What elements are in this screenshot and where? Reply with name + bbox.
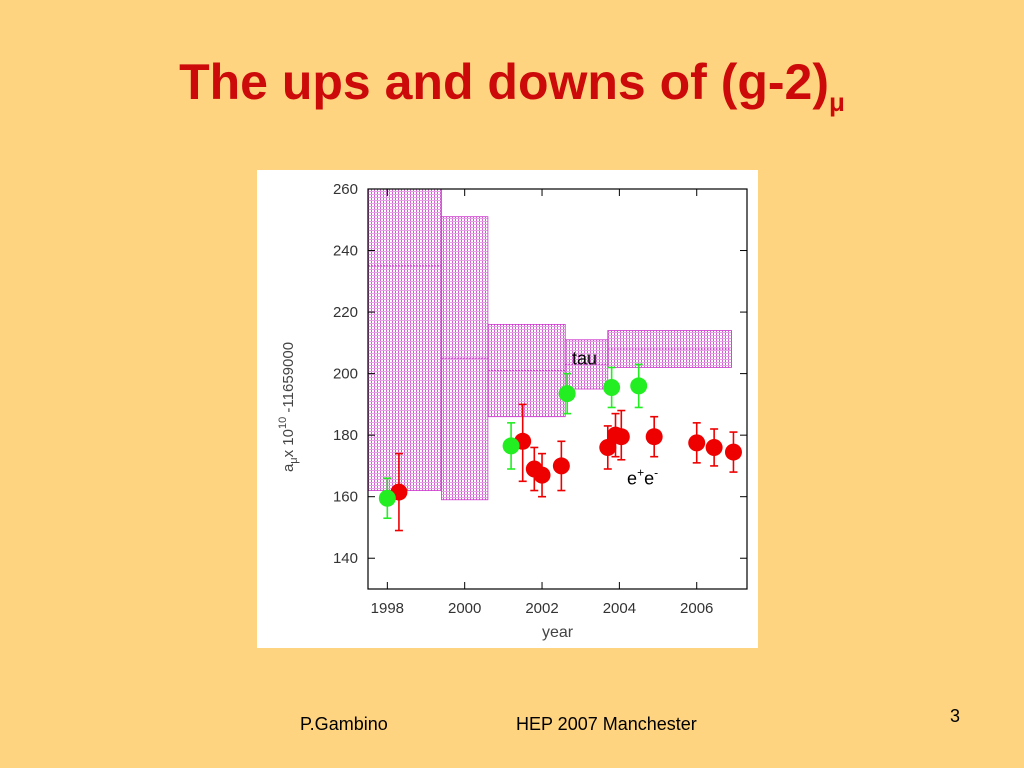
y-tick-label: 140 [333, 550, 358, 567]
x-tick-label: 1998 [371, 600, 404, 617]
y-label-sub: μ [288, 457, 300, 463]
y-tick-label: 180 [333, 427, 358, 444]
ee-label-e2: e [644, 468, 654, 488]
axis-ticks: 140 160 180 200 220 240 260 1998 2000 2002 2004 200… [333, 181, 747, 617]
ee-data-point [599, 438, 617, 456]
page-number: 3 [950, 706, 961, 726]
y-label-tail: -11659000 [280, 342, 297, 417]
x-tick-label: 2004 [603, 600, 636, 617]
ee-data-point [705, 438, 723, 456]
ee-data-point [612, 428, 630, 446]
chart-panel: 140 160 180 200 220 240 260 1998 2000 2002 2004 200… [257, 170, 758, 648]
y-tick-label: 220 [333, 304, 358, 321]
y-tick-label: 160 [333, 489, 358, 506]
theory-band-0 [367, 188, 442, 491]
title-subscript: μ [829, 87, 845, 117]
ee-data-point [724, 443, 742, 461]
footer-author: P.Gambino [300, 714, 388, 734]
title-main: The ups and downs of (g-2) [179, 54, 830, 110]
ee-label-plus: + [637, 465, 644, 479]
y-tick-label: 240 [333, 243, 358, 260]
y-tick-label: 200 [333, 366, 358, 383]
tau-data-point [630, 377, 648, 395]
theory-band-2 [487, 323, 566, 418]
ee-data-point [552, 457, 570, 475]
g2-history-chart: 140 160 180 200 220 240 260 1998 2000 2002 2004 200… [277, 181, 748, 641]
x-axis-label: year [542, 624, 574, 641]
tau-data-point [603, 378, 621, 396]
ee-data-point [688, 434, 706, 452]
ee-data-point [645, 428, 663, 446]
data-points [378, 377, 742, 507]
annotation-tau: tau [572, 348, 597, 368]
y-label-main: a [280, 463, 297, 472]
x-tick-label: 2002 [525, 600, 558, 617]
x-tick-label: 2000 [448, 600, 481, 617]
ee-label-e1: e [627, 468, 637, 488]
x-tick-label: 2006 [680, 600, 713, 617]
plot-frame [367, 188, 748, 590]
tau-data-point [502, 437, 520, 455]
tau-data-point [378, 489, 396, 507]
annotation-ee: e+e- [627, 465, 658, 488]
theory-bands [367, 188, 732, 501]
y-tick-label: 260 [333, 181, 358, 198]
y-axis-label: aμx 1010 -11659000 [277, 342, 300, 472]
y-label-mid: x 10 [280, 429, 297, 457]
y-label-sup: 10 [277, 417, 289, 429]
ee-label-minus: - [654, 465, 658, 479]
ee-data-point [533, 466, 551, 484]
slide-title: The ups and downs of (g-2)μ [0, 52, 1024, 115]
footer-event: HEP 2007 Manchester [516, 714, 697, 734]
tau-data-point [558, 385, 576, 403]
